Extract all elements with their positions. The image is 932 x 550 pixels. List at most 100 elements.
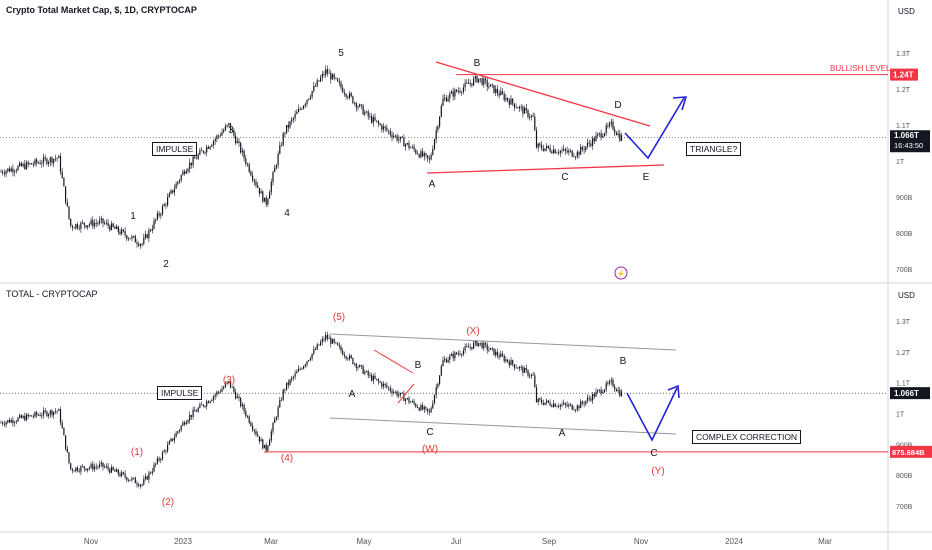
top-candle-body (345, 93, 347, 97)
bottom-candle-body (384, 383, 386, 385)
bottom-candle-body (559, 404, 561, 407)
bottom-candle-body (53, 411, 55, 416)
bottom-candle-body (51, 410, 53, 416)
bottom-candle-body (428, 411, 430, 413)
bottom-candle-body (530, 374, 532, 377)
bottom-candle-body (619, 390, 621, 397)
top-candle-body (507, 97, 509, 101)
bottom-candle-body (481, 342, 483, 349)
currency-label-bottom: USD (898, 291, 915, 300)
top-candle-body (144, 234, 147, 238)
top-candle-body (24, 163, 26, 170)
top-candle-body (491, 84, 493, 86)
top-candle-body (231, 130, 233, 131)
bottom-candle-body (17, 417, 19, 422)
currency-label-top: USD (898, 7, 915, 16)
top-candle-body (212, 141, 215, 146)
bottom-candle-body (158, 458, 160, 461)
bottom-candle-body (282, 389, 284, 400)
top-candle-body (416, 153, 419, 155)
projection-path-bottom (626, 387, 678, 442)
bottom-candle-body (617, 390, 619, 392)
top-candle-body (192, 156, 194, 165)
top-candle-body (277, 153, 279, 166)
top-candle-body (495, 88, 497, 93)
top-candle-body (391, 134, 393, 138)
top-candle-body (165, 204, 167, 206)
top-candle-body (306, 99, 308, 104)
bottom-candle-body (311, 353, 313, 359)
top-candle-body (184, 171, 186, 174)
last-price-value-bottom: 1.066T (894, 389, 919, 398)
bottom-candle-body (192, 409, 194, 417)
bottom-candle-body (377, 379, 379, 382)
bottom-candle-body (15, 421, 17, 423)
bottom-candle-body (177, 431, 179, 433)
bottom-candle-body (139, 484, 141, 487)
bottom-candle-body (389, 387, 391, 391)
projection-path-top (624, 97, 685, 160)
top-candle-body (201, 150, 203, 152)
top-candle-body (597, 134, 599, 136)
top-candle-body (398, 139, 400, 141)
top-candle-body (466, 82, 468, 84)
top-candle-body (575, 156, 577, 158)
bottom-candle-body (156, 458, 158, 464)
top-candle-body (518, 106, 521, 109)
bottom-candle-body (126, 477, 128, 481)
top-candle-body (461, 92, 463, 93)
top-candle-body (214, 138, 216, 142)
bottom-candle-body (61, 422, 63, 428)
triangle-wave-label: C (561, 172, 568, 183)
bottom-candle-body (518, 366, 521, 369)
bottom-candle-body (129, 479, 131, 481)
top-candle-body (428, 158, 430, 160)
wave-label-top: 1 (130, 211, 136, 222)
bottom-candle-body (495, 351, 497, 356)
bottom-candle-body (405, 399, 407, 402)
sub-channel-line-2 (397, 383, 415, 404)
top-candle-body (63, 177, 65, 187)
bottom-candle-body (313, 349, 315, 354)
bottom-candle-body (364, 371, 366, 374)
bottom-candle-body (7, 420, 9, 423)
bottom-candle-body (24, 416, 26, 421)
top-candle-body (99, 220, 101, 224)
top-candle-body (430, 154, 432, 160)
bottom-candle-body (180, 425, 182, 430)
bottom-candle-body (85, 468, 87, 471)
top-candle-body (56, 157, 58, 159)
bottom-candle-body (270, 431, 272, 441)
top-candle-body (374, 117, 376, 121)
bottom-candle-body (532, 374, 534, 376)
top-candle-body (238, 141, 240, 143)
top-candle-body (22, 163, 24, 167)
bottom-candle-body (161, 452, 164, 460)
top-candle-body (269, 192, 271, 199)
bottom-candle-body (138, 484, 140, 487)
top-candle-body (286, 124, 288, 134)
bottom-candle-body (551, 405, 553, 407)
top-candle-body (180, 175, 182, 181)
top-candle-body (537, 143, 539, 148)
bottom-candle-body (537, 398, 539, 402)
projection-arrow-bottom (667, 384, 680, 399)
bottom-candle-body (546, 400, 548, 403)
bottom-candle-body (12, 419, 14, 424)
last-price-tag-bottom (890, 387, 930, 400)
top-candle-body (280, 144, 283, 146)
bottom-candle-body (31, 415, 33, 417)
top-candle-body (25, 162, 28, 170)
top-candle-body (136, 242, 138, 245)
bottom-candle-body (432, 403, 434, 409)
bottom-candle-body (163, 450, 165, 453)
top-candle-body (569, 150, 572, 152)
bottom-candle-body (44, 410, 46, 412)
y-tick-top: 900B (896, 195, 913, 202)
top-candle-body (365, 111, 368, 113)
top-candle-body (388, 130, 390, 132)
bottom-candle-body (320, 342, 322, 346)
top-candle-body (105, 222, 107, 224)
bottom-candle-body (110, 466, 113, 473)
bottom-candle-body (501, 353, 504, 357)
